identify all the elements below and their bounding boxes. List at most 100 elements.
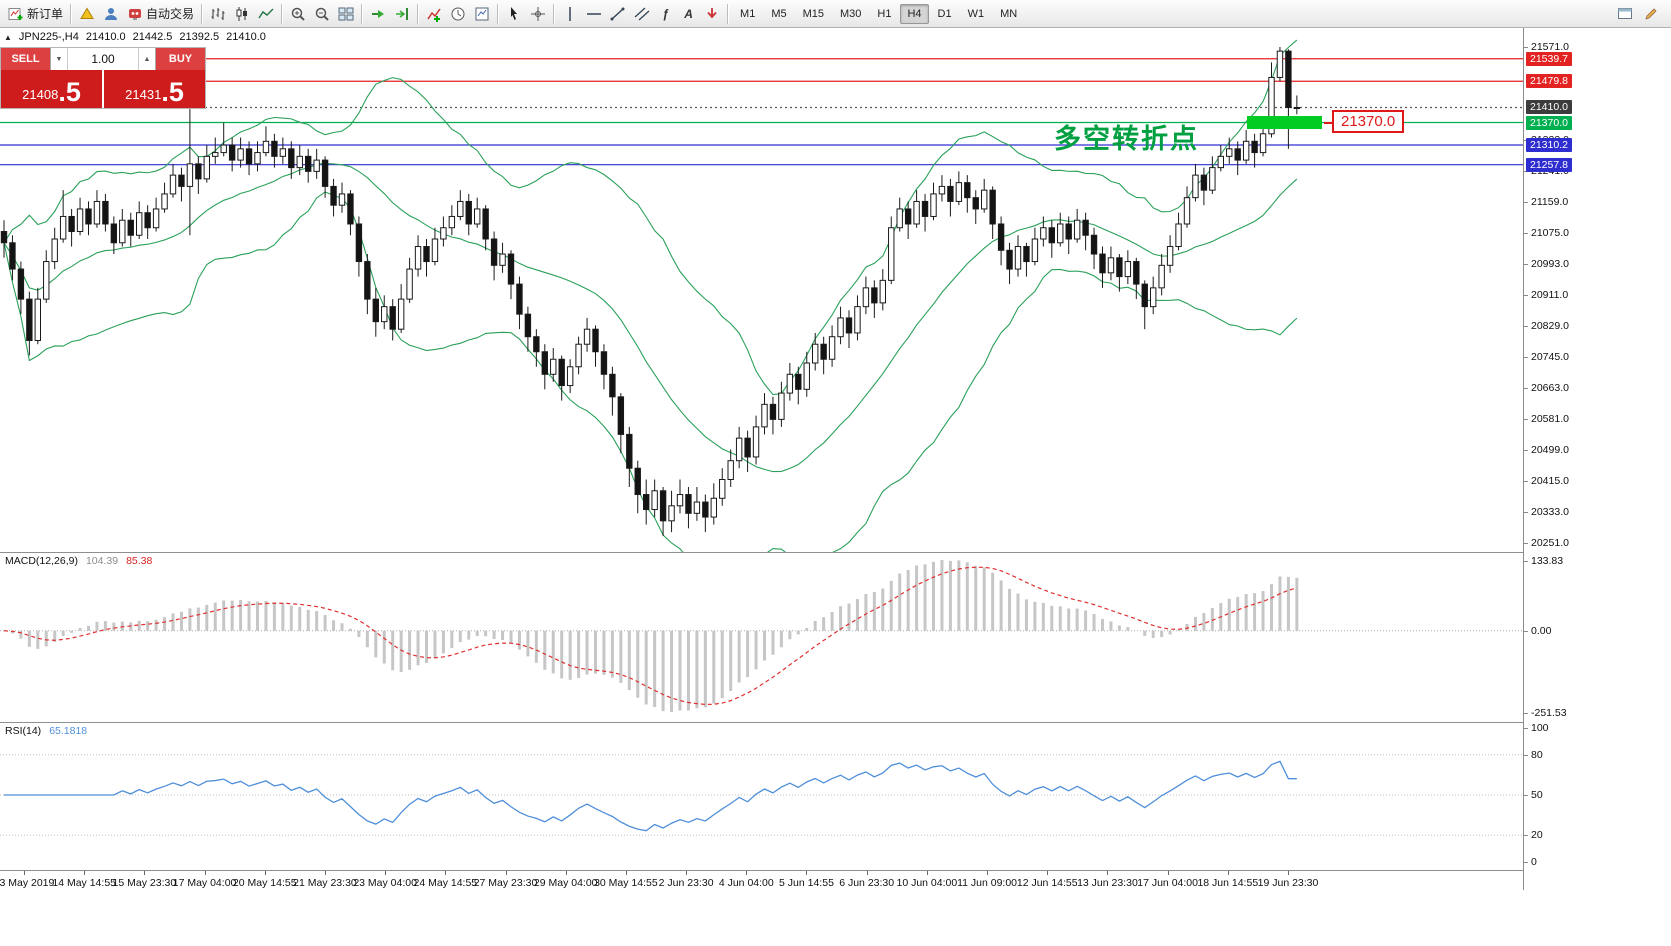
time-axis-tick — [505, 871, 507, 875]
time-axis-label: 23 May 04:00 — [353, 877, 417, 889]
trade-panel-collapse-icon[interactable]: ▲ — [4, 32, 12, 42]
chart-ohlc-header: ▲ JPN225-,H4 21410.0 21442.5 21392.5 214… — [4, 31, 266, 43]
zoom-in-button[interactable] — [286, 3, 310, 25]
price-axis-label: 20333.0 — [1531, 506, 1569, 519]
buy-button[interactable]: BUY — [156, 48, 205, 70]
macd-axis-label: -251.53 — [1531, 707, 1567, 719]
community-button[interactable] — [99, 3, 123, 25]
toolbar-separator — [70, 3, 73, 24]
trendline-button[interactable] — [606, 3, 630, 25]
toolbar-separator — [201, 3, 204, 24]
zoom-in-icon — [291, 7, 305, 21]
tile-windows-button[interactable] — [334, 3, 358, 25]
line-chart-button[interactable] — [254, 3, 278, 25]
timeframe-button-m1[interactable]: M1 — [740, 7, 756, 20]
sell-price[interactable]: 21408.5 — [1, 70, 102, 108]
axis-tick — [1524, 862, 1528, 863]
time-axis-label: 19 Jun 23:30 — [1257, 877, 1319, 889]
price-chart-plot[interactable] — [0, 28, 1523, 583]
quick-edit-button[interactable] — [1639, 3, 1663, 25]
sell-button[interactable]: SELL — [1, 48, 50, 70]
time-axis-tick — [686, 871, 688, 875]
buy-price-pips: .5 — [161, 77, 184, 107]
macd-signal-value: 85.38 — [126, 555, 153, 567]
candlestick-chart-button[interactable] — [230, 3, 254, 25]
zoom-out-button[interactable] — [310, 3, 334, 25]
price-axis-label: 21075.0 — [1531, 227, 1569, 240]
chart-shift-button[interactable] — [390, 3, 414, 25]
timeframe-button-d1[interactable]: D1 — [937, 7, 952, 20]
text-tool-button[interactable]: A — [677, 3, 700, 25]
timeframe-button-h1[interactable]: H1 — [877, 7, 892, 20]
crosshair-icon — [531, 6, 546, 21]
crosshair-button[interactable] — [526, 3, 550, 25]
timeframe-button-mn[interactable]: MN — [1000, 7, 1018, 20]
cursor-button[interactable] — [502, 3, 526, 25]
chart-window-button[interactable] — [1613, 3, 1637, 25]
time-axis-tick — [746, 871, 748, 875]
axis-tick — [1524, 795, 1528, 796]
rsi-axis-label: 0 — [1531, 856, 1537, 868]
rsi-pane[interactable]: RSI(14) 65.1818 — [0, 722, 1523, 870]
axis-tick — [1524, 543, 1528, 544]
bar-chart-icon — [211, 7, 225, 20]
timeframe-button-h4[interactable]: H4 — [900, 3, 929, 24]
arrows-tool-button[interactable] — [700, 3, 724, 25]
axis-tick — [1524, 512, 1528, 514]
autotrading-button[interactable]: 自动交易 — [123, 3, 198, 25]
periods-button[interactable] — [446, 3, 470, 25]
templates-button[interactable] — [470, 3, 494, 25]
axis-tick — [1524, 713, 1528, 714]
price-axis-label: 20499.0 — [1531, 443, 1569, 456]
ohlc-close: 21410.0 — [226, 31, 266, 43]
time-axis-label: 17 Jun 04:00 — [1137, 877, 1198, 889]
price-axis-label: 20581.0 — [1531, 413, 1569, 425]
axis-tick — [1524, 481, 1528, 483]
macd-pane-separator[interactable] — [0, 552, 1671, 553]
rsi-plot[interactable] — [0, 722, 1523, 870]
metaeditor-button[interactable] — [75, 3, 99, 25]
sell-price-pips: .5 — [58, 77, 81, 107]
auto-scroll-icon — [372, 9, 385, 18]
time-axis-label: 6 Jun 23:30 — [839, 877, 895, 889]
new-order-icon — [8, 7, 23, 20]
ohlc-high: 21442.5 — [132, 31, 173, 43]
volume-value[interactable]: 1.00 — [91, 52, 115, 66]
volume-decrease-button[interactable]: ▼ — [51, 48, 68, 70]
vertical-line-button[interactable] — [558, 3, 582, 25]
time-axis-tick — [1227, 871, 1229, 875]
price-tag-label[interactable]: 21370.0 — [1323, 110, 1405, 133]
trendline-icon — [610, 7, 625, 20]
price-axis-badge: 21257.8 — [1526, 157, 1572, 172]
timeframe-button-m15[interactable]: M15 — [802, 7, 824, 20]
volume-increase-button[interactable]: ▲ — [138, 48, 155, 70]
price-pane[interactable]: ▲ JPN225-,H4 21410.0 21442.5 21392.5 214… — [0, 28, 1523, 583]
horizontal-line-button[interactable] — [582, 3, 606, 25]
price-scale[interactable]: 21571.021323.021241.021159.021075.020993… — [1523, 28, 1671, 890]
bar-chart-button[interactable] — [206, 3, 230, 25]
rsi-pane-separator[interactable] — [0, 722, 1671, 723]
axis-tick — [1524, 388, 1528, 390]
macd-pane[interactable]: MACD(12,26,9) 104.39 85.38 — [0, 552, 1523, 722]
turning-point-annotation: 多空转折点 — [1054, 124, 1199, 154]
time-axis-tick — [565, 871, 567, 875]
indicators-button[interactable] — [422, 3, 446, 25]
timeframe-button-m30[interactable]: M30 — [840, 7, 862, 20]
time-axis-label: 13 May 2019 — [0, 877, 55, 889]
macd-plot[interactable] — [0, 552, 1523, 722]
auto-scroll-button[interactable] — [366, 3, 390, 25]
price-tag-value: 21370.0 — [1341, 113, 1396, 130]
timeframe-button-m5[interactable]: M5 — [771, 7, 787, 20]
buy-price-main: 21431 — [125, 87, 162, 102]
new-order-button[interactable]: 新订单 — [4, 3, 67, 25]
fibonacci-button[interactable]: ƒ — [654, 3, 677, 25]
ohlc-low: 21392.5 — [179, 31, 220, 43]
rsi-value: 65.1818 — [49, 725, 88, 737]
fibonacci-icon: ƒ — [662, 6, 669, 21]
timeframe-button-w1[interactable]: W1 — [967, 7, 985, 20]
time-axis-tick — [926, 871, 928, 875]
channel-button[interactable] — [630, 3, 654, 25]
axis-tick — [1524, 630, 1528, 632]
buy-price[interactable]: 21431.5 — [104, 70, 205, 108]
